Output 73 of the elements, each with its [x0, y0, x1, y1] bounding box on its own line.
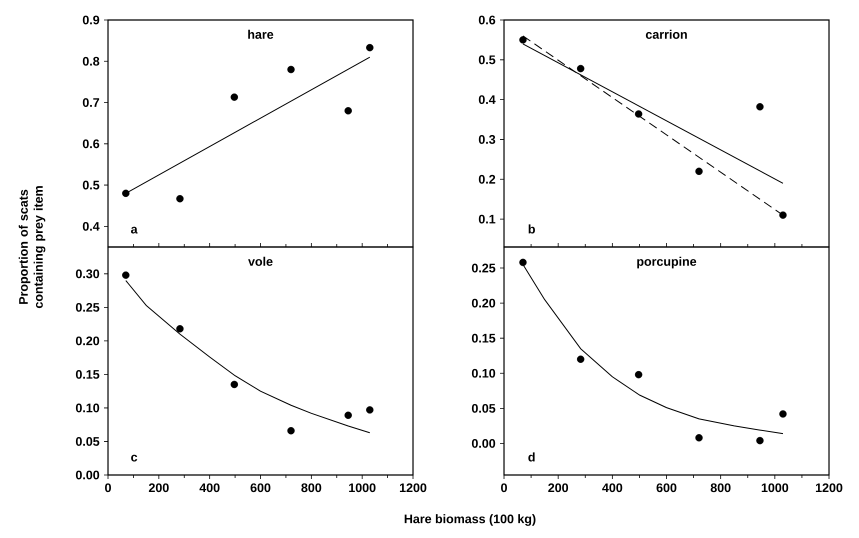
y-tick-label: 0.4 [82, 222, 100, 231]
y-tick-label: 0.25 [472, 264, 496, 272]
x-tick-label: 1200 [400, 483, 426, 492]
x-tick-label: 600 [656, 483, 676, 492]
x-tick-label: 800 [710, 483, 731, 492]
y-tick-label: 0.20 [472, 298, 496, 308]
point [366, 406, 374, 414]
point [634, 110, 642, 118]
x-tick-label: 200 [148, 483, 169, 492]
y-tick-label: 0.00 [76, 470, 100, 480]
point [779, 410, 787, 418]
y-tick-label: 0.4 [478, 95, 496, 104]
y-tick-label: 0.8 [82, 56, 100, 66]
point [695, 168, 703, 176]
x-tick-label: 0 [501, 483, 507, 492]
point [176, 325, 184, 332]
point [287, 427, 295, 434]
y-axis-title: Proportion of scats containing prey item [18, 186, 46, 308]
point [122, 271, 130, 279]
x-tick-label: 800 [301, 483, 322, 492]
y-tick-label: 0.00 [472, 439, 496, 448]
text: carrion [646, 30, 687, 39]
y-tick-label: 0.1 [478, 214, 496, 224]
point [366, 44, 374, 52]
y-tick-label: 0.7 [82, 98, 100, 107]
y-tick-label: 0.20 [76, 336, 100, 346]
y-tick-label: 0.3 [478, 135, 496, 144]
point [756, 103, 764, 111]
x-tick-label: 0 [105, 483, 111, 492]
annotation: a [131, 226, 138, 234]
point [344, 107, 352, 114]
y-tick-label: 0.10 [76, 404, 100, 412]
x-axis-title: Hare biomass (100 kg) [404, 514, 536, 526]
point [176, 194, 184, 202]
point [576, 356, 584, 363]
y-tick-label: 0.15 [76, 370, 100, 379]
y-tick-label: 0.05 [76, 437, 100, 446]
y-tick-label: 0.15 [472, 334, 496, 343]
x-tick-label: 200 [548, 483, 568, 492]
point [634, 370, 642, 378]
text: vole [248, 256, 273, 266]
text: hare [248, 30, 274, 39]
y-tick-label: 0.9 [82, 16, 100, 24]
point [230, 93, 238, 101]
x-tick-label: 600 [250, 483, 270, 492]
point [695, 434, 703, 442]
point [779, 211, 787, 219]
y-tick-label: 0.6 [478, 16, 496, 24]
x-tick-label: 1000 [349, 483, 376, 492]
point [519, 258, 527, 266]
point [287, 66, 295, 74]
point [122, 190, 130, 198]
y-tick-label: 0.25 [76, 302, 100, 312]
point [519, 36, 527, 44]
annotation: c [131, 454, 138, 462]
y-tick-label: 0.5 [478, 55, 496, 64]
x-tick-label: 1000 [762, 483, 788, 492]
y-tick-label: 0.30 [76, 269, 100, 278]
x-tick-label: 400 [602, 483, 622, 492]
x-tick-label: 400 [199, 483, 220, 492]
annotation: b [528, 224, 535, 234]
point [230, 380, 238, 388]
y-tick-label: 0.05 [472, 404, 496, 413]
point [344, 412, 352, 419]
x-tick-label: 1200 [816, 483, 842, 492]
y-tick-label: 0.2 [478, 174, 496, 184]
y-tick-label: 0.10 [472, 368, 496, 378]
annotation: d [528, 452, 535, 462]
y-tick-label: 0.6 [82, 139, 100, 148]
y-tick-label: 0.5 [82, 180, 100, 190]
point [576, 64, 584, 72]
point [756, 436, 764, 444]
text: porcupine [637, 256, 696, 268]
